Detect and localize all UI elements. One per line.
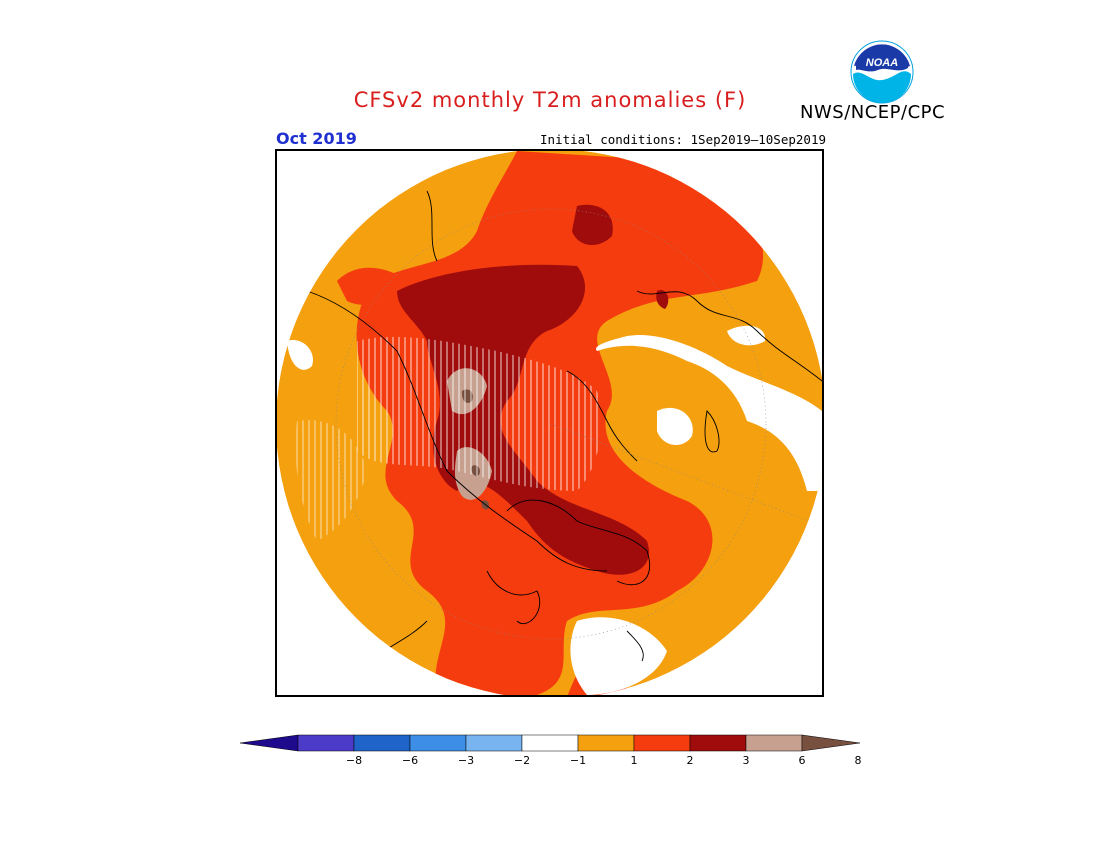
legend-label: 2 xyxy=(687,754,694,767)
coastlines xyxy=(306,190,822,672)
legend-swatch xyxy=(521,734,579,752)
legend-label: −1 xyxy=(570,754,586,767)
near-normal-region-east xyxy=(596,335,822,491)
near-normal-region-south xyxy=(570,617,667,695)
legend-label: 6 xyxy=(799,754,806,767)
legend-swatch xyxy=(689,734,747,752)
legend-swatch xyxy=(577,734,635,752)
legend-swatch xyxy=(465,734,523,752)
legend-label: 8 xyxy=(855,754,862,767)
chart-title: CFSv2 monthly T2m anomalies (F) xyxy=(353,88,747,112)
anomaly-field xyxy=(277,151,822,695)
legend-label: −6 xyxy=(402,754,418,767)
agency-label: NWS/NCEP/CPC xyxy=(800,102,946,123)
polar-map xyxy=(275,149,824,697)
legend-arrow-low xyxy=(239,734,299,752)
legend-label: −2 xyxy=(514,754,530,767)
noaa-logo: NOAA xyxy=(850,40,914,104)
legend-label: −8 xyxy=(346,754,362,767)
legend-label: 3 xyxy=(743,754,750,767)
color-legend: −8 −6 −3 −2 −1 1 2 3 6 8 xyxy=(238,732,862,772)
legend-label: −3 xyxy=(458,754,474,767)
legend-swatch xyxy=(297,734,355,752)
legend-swatch xyxy=(633,734,691,752)
legend-swatch xyxy=(409,734,467,752)
legend-swatch xyxy=(353,734,411,752)
anomaly-3-6-region xyxy=(397,264,649,575)
initial-conditions: Initial conditions: 1Sep2019—10Sep2019 xyxy=(540,132,826,147)
legend-arrow-high xyxy=(801,734,861,752)
forecast-month: Oct 2019 xyxy=(276,129,357,148)
legend-label: 1 xyxy=(631,754,638,767)
logo-text: NOAA xyxy=(866,57,898,69)
legend-swatch xyxy=(745,734,803,752)
